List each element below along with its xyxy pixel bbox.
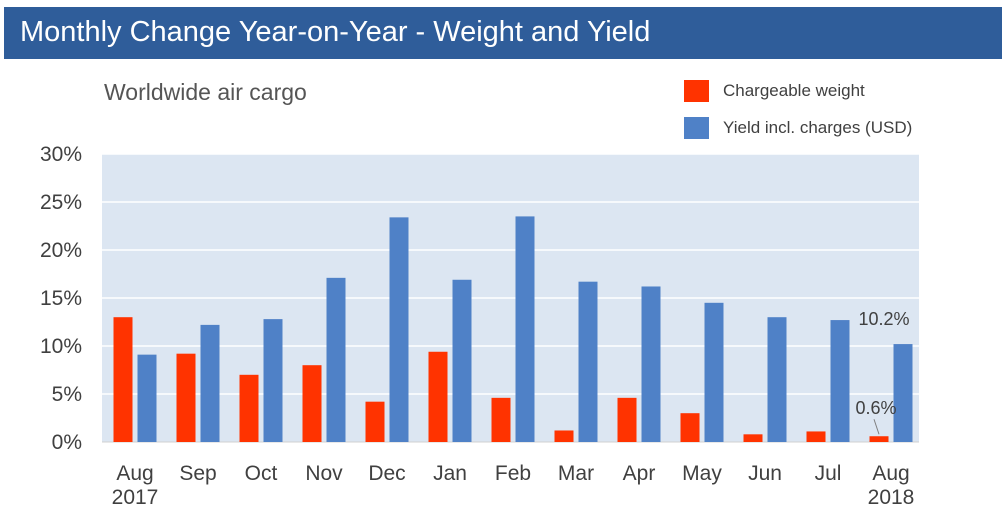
legend-swatch-yield (684, 117, 709, 139)
bar-yield (830, 320, 850, 442)
bar-chargeable-weight (680, 413, 700, 442)
legend: Chargeable weight Yield incl. charges (US… (684, 80, 912, 139)
bar-chargeable-weight (365, 401, 385, 442)
y-tick-label: 10% (40, 335, 82, 358)
bar-yield (767, 317, 787, 442)
bar-yield (515, 216, 535, 442)
bar-yield (452, 279, 472, 442)
bar-yield (263, 319, 283, 442)
x-tick-sublabel: 2017 (112, 486, 159, 509)
y-tick-label: 0% (52, 431, 82, 454)
x-tick-label: Feb (495, 462, 531, 485)
x-tick-label: Oct (245, 462, 278, 485)
bar-yield (893, 344, 913, 442)
bar-chargeable-weight (617, 397, 637, 442)
x-tick-label: Jul (815, 462, 842, 485)
bar-chargeable-weight (302, 365, 322, 442)
chart-title: Worldwide air cargo (104, 79, 307, 105)
x-tick-label: Aug (116, 462, 153, 485)
y-tick-label: 25% (40, 191, 82, 214)
bar-chargeable-weight (176, 353, 196, 442)
bar-chargeable-weight (554, 430, 574, 442)
y-tick-label: 5% (52, 383, 82, 406)
x-tick-sublabel: 2018 (868, 486, 915, 509)
bar-yield (200, 324, 220, 442)
bar-chargeable-weight (428, 351, 448, 442)
y-axis: 0% 5% 10% 15% 20% 25% 30% (40, 143, 919, 454)
x-tick-label: Aug (872, 462, 909, 485)
bar-chargeable-weight (743, 434, 763, 442)
page-title: Monthly Change Year-on-Year - Weight and… (20, 16, 651, 48)
bars (113, 216, 913, 442)
leader-line (873, 419, 880, 435)
legend-label-yield: Yield incl. charges (USD) (723, 118, 912, 137)
header-bar: Monthly Change Year-on-Year - Weight and… (4, 7, 1002, 59)
y-tick-label: 20% (40, 239, 82, 262)
bar-yield (326, 277, 346, 442)
x-tick-label: Sep (179, 462, 216, 485)
bar-chargeable-weight (869, 436, 889, 442)
bar-chargeable-weight (806, 431, 826, 442)
x-tick-label: Mar (558, 462, 594, 485)
x-tick-label: May (682, 462, 722, 485)
x-tick-label: Jan (433, 462, 467, 485)
bar-yield (641, 286, 661, 442)
y-tick-label: 15% (40, 287, 82, 310)
legend-swatch-chargeable-weight (684, 80, 709, 102)
bar-chargeable-weight (491, 397, 511, 442)
bar-yield (578, 281, 598, 442)
legend-label-chargeable-weight: Chargeable weight (723, 81, 865, 100)
annotations: 10.2% 0.6% (855, 309, 910, 435)
bar-yield (389, 217, 409, 442)
data-label-yield: 10.2% (858, 309, 909, 329)
bar-yield (704, 302, 724, 442)
x-tick-label: Apr (623, 462, 656, 485)
x-tick-label: Dec (368, 462, 405, 485)
y-tick-label: 30% (40, 143, 82, 166)
x-tick-label: Nov (305, 462, 343, 485)
data-label-chargeable-weight: 0.6% (855, 398, 896, 418)
bar-chargeable-weight (113, 317, 133, 442)
x-tick-label: Jun (748, 462, 782, 485)
bar-chargeable-weight (239, 374, 259, 442)
bar-yield (137, 354, 157, 442)
